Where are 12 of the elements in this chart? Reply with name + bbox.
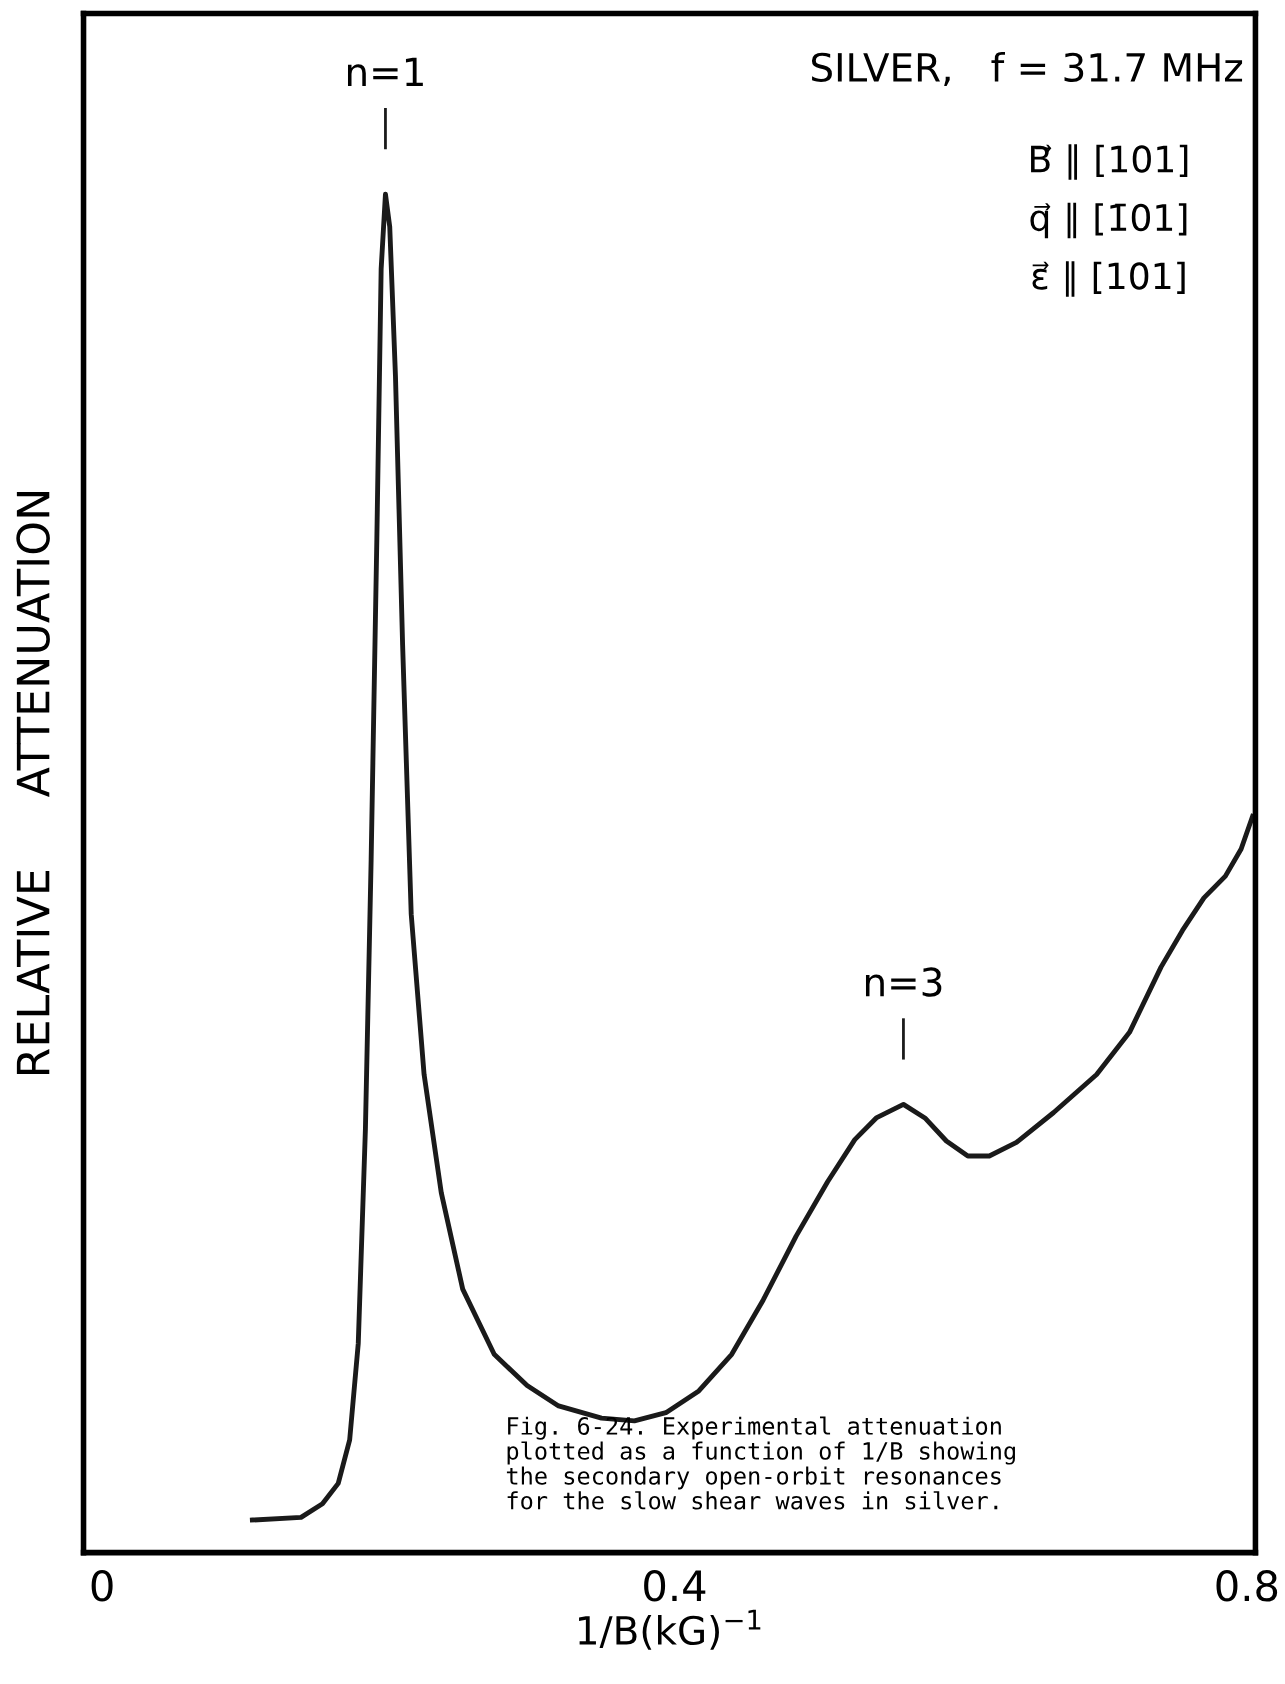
annotation: n=1 [347,57,423,87]
y-axis-title: RELATIVE ATTENUATION [16,492,50,1075]
text: SILVER, f = 31.7 MHz [811,51,1243,87]
x-tick-label: 0.4 [644,1570,706,1602]
x-tick-label: 0.8 [1216,1570,1278,1602]
annotation: ε⃗ ∥ [101] [1032,261,1185,297]
x-tick-label: 0 [91,1570,113,1602]
text: B⃗ ∥ [101] [1031,144,1188,180]
x-axis-title: 1/B(kG)$^{−1}$ [579,1609,761,1650]
annotation: q⃗ ∥ [1̄01] [1030,202,1187,239]
annotation: n=3 [865,967,942,997]
annotation: Fig. 6-24. Experimental attenuation plotted as a function of 1/B showing the secondary open-orbit resonances for the slow shear waves in silver. [506,1416,1015,1510]
